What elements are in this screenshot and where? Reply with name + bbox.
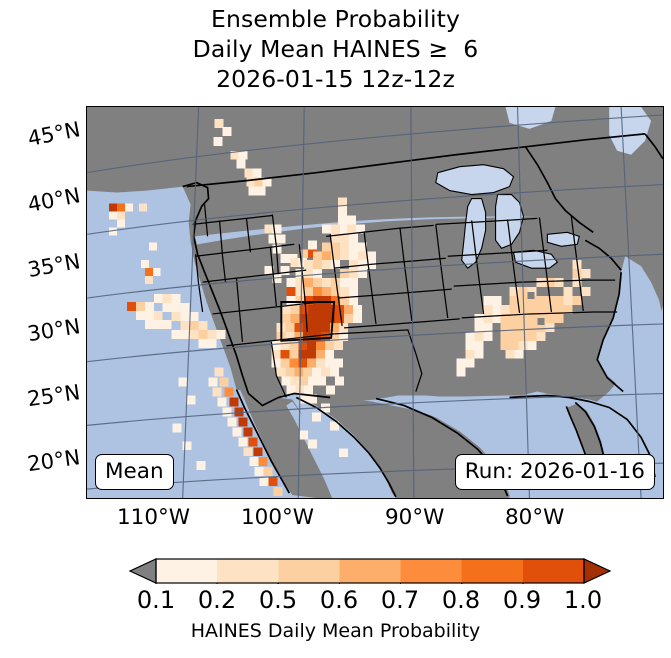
lake-ontario — [546, 231, 580, 247]
cbtick-1: 0.2 — [197, 586, 237, 614]
land-mexico — [236, 389, 337, 498]
colorbar-tick-labels: 0.1 0.2 0.5 0.6 0.7 0.8 0.9 1.0 — [0, 586, 671, 614]
lat-label-20n: 20°N — [25, 445, 82, 477]
cbtick-7: 1.0 — [563, 586, 603, 614]
colorbar-graphic — [128, 558, 612, 584]
cbtick-6: 0.9 — [502, 586, 542, 614]
lat-label-25n: 25°N — [25, 380, 82, 412]
map-panel[interactable]: Mean Run: 2026-01-16 — [86, 106, 664, 499]
map-graphics — [87, 107, 663, 498]
lake-huron — [495, 194, 525, 249]
colorbar-band-4 — [400, 559, 463, 583]
lat-label-40n: 40°N — [25, 183, 83, 217]
cbtick-2: 0.5 — [258, 586, 298, 614]
page-title: Ensemble Probability Daily Mean HAINES ≥… — [0, 4, 671, 94]
lake-superior — [435, 164, 515, 196]
state-boundaries — [192, 204, 618, 398]
cbtick-0: 0.1 — [136, 586, 176, 614]
colorbar-band-3 — [339, 559, 402, 583]
colorbar-band-6 — [522, 559, 585, 583]
lat-label-45n: 45°N — [25, 117, 83, 151]
cbtick-4: 0.7 — [380, 586, 420, 614]
title-line-2: Daily Mean HAINES ≥ 6 — [192, 35, 479, 63]
title-line-1: Ensemble Probability — [211, 5, 460, 33]
colorbar-band-0 — [156, 559, 218, 583]
colorbar-band-5 — [461, 559, 524, 583]
mean-label-box: Mean — [95, 453, 174, 490]
hudson-bay — [609, 107, 652, 155]
colorbar-over-arrow — [583, 558, 612, 584]
colorbar-band-2 — [278, 559, 341, 583]
colorbar-under-arrow — [128, 558, 157, 584]
country-borders — [182, 133, 663, 498]
lon-label-80w: 80°W — [505, 505, 565, 530]
mean-label-text: Mean — [105, 458, 164, 484]
colorbar-axis-label: HAINES Daily Mean Probability — [190, 620, 481, 642]
lon-label-110w: 110°W — [117, 505, 191, 530]
lon-label-90w: 90°W — [385, 505, 445, 530]
cbtick-3: 0.6 — [319, 586, 359, 614]
probability-cells — [108, 118, 591, 497]
run-label-text: Run: 2026-01-16 — [464, 458, 645, 484]
cbtick-5: 0.8 — [441, 586, 481, 614]
run-label-box: Run: 2026-01-16 — [454, 453, 655, 490]
lat-label-35n: 35°N — [25, 249, 83, 283]
title-line-3: 2026-01-15 12z-12z — [216, 65, 455, 93]
lat-label-30n: 30°N — [25, 314, 82, 347]
colorbar-band-1 — [217, 559, 279, 583]
map-canvas — [87, 107, 663, 498]
lon-label-100w: 100°W — [241, 505, 315, 530]
colorbar[interactable] — [126, 558, 614, 584]
